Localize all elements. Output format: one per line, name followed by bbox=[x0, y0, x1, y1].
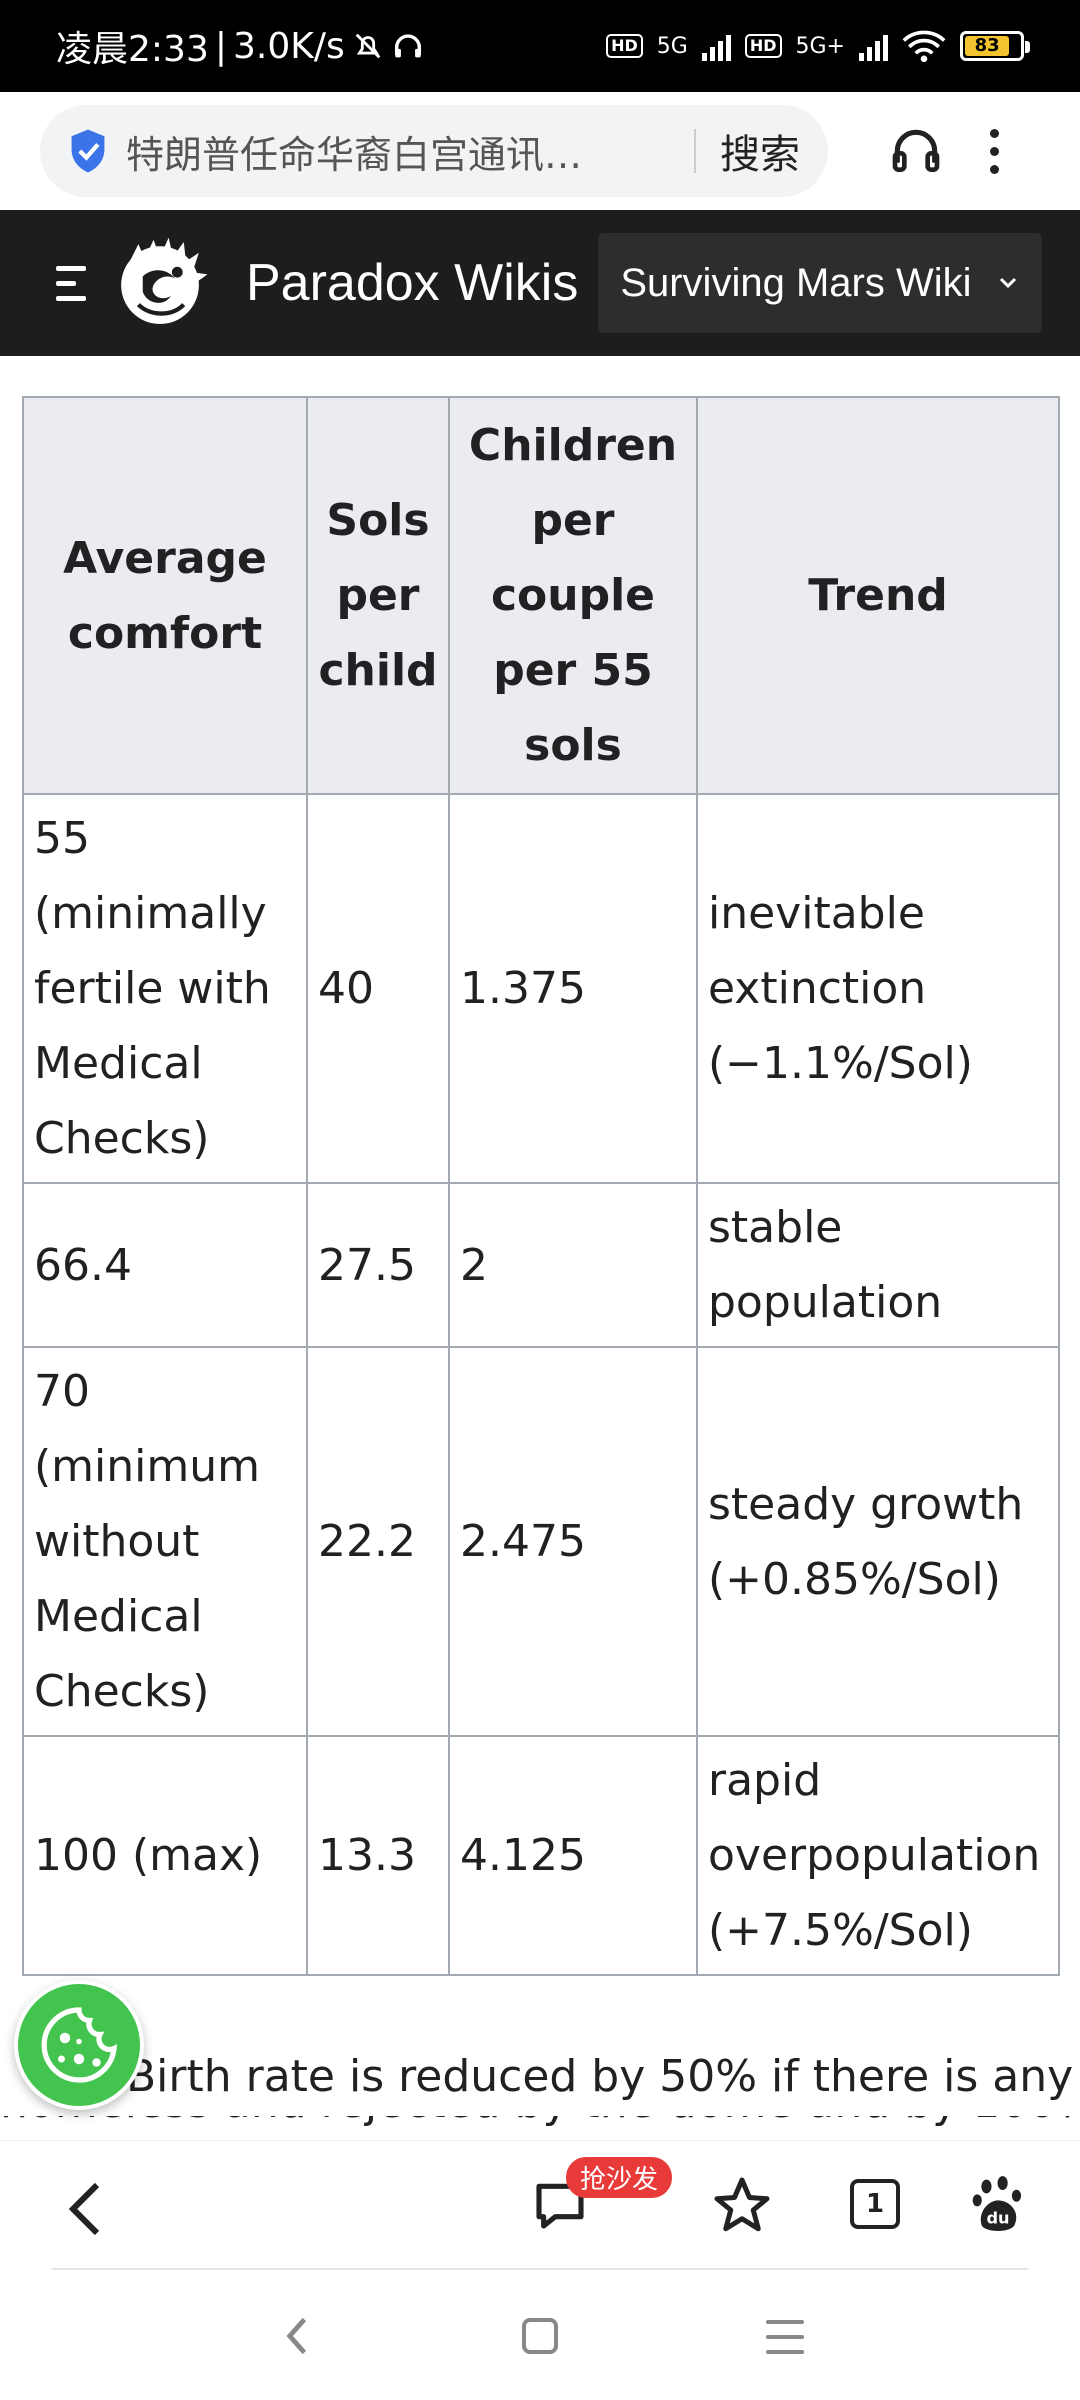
status-left: 凌晨2:33 | 3.0K/s bbox=[56, 20, 606, 72]
cell-sols: 22.2 bbox=[306, 1346, 450, 1737]
svg-text:du: du bbox=[986, 2208, 1009, 2227]
system-home-icon[interactable] bbox=[522, 2318, 558, 2354]
table-row: 100 (max) 13.3 4.125 rapid overpopulatio… bbox=[22, 1735, 1060, 1976]
battery-level: 83 bbox=[965, 36, 1010, 56]
cell-sols: 13.3 bbox=[306, 1735, 450, 1976]
network-speed: 3.0K/s bbox=[232, 25, 345, 67]
battery-icon: 83 bbox=[960, 31, 1030, 61]
hd-badge-2: HD bbox=[744, 34, 782, 58]
table-header-row: Average comfort Sols per child Children … bbox=[22, 396, 1060, 795]
wifi-icon bbox=[902, 30, 946, 63]
shield-icon bbox=[71, 129, 105, 173]
mute-bell-icon bbox=[355, 33, 381, 59]
cell-children: 4.125 bbox=[448, 1735, 698, 1976]
signal-label-1: 5G bbox=[656, 33, 688, 59]
wiki-selector-label: Surviving Mars Wiki bbox=[620, 260, 972, 305]
table-row: 55 (minimally fertile with Medical Check… bbox=[22, 793, 1060, 1184]
star-bookmark-icon[interactable] bbox=[712, 2175, 772, 2235]
cookie-settings-button[interactable] bbox=[14, 1980, 144, 2110]
headset-icon[interactable] bbox=[888, 123, 944, 179]
signal-label-2: 5G+ bbox=[795, 33, 845, 59]
cell-children: 2.475 bbox=[448, 1346, 698, 1737]
table-row: 66.4 27.5 2 stable population bbox=[22, 1182, 1060, 1348]
more-options-icon[interactable] bbox=[990, 128, 999, 174]
page-title-url[interactable]: 特朗普任命华裔白宫通讯… bbox=[126, 132, 583, 177]
baidu-paw-icon[interactable]: du bbox=[970, 2175, 1026, 2235]
address-pill[interactable]: 特朗普任命华裔白宫通讯… 搜索 bbox=[40, 105, 828, 197]
body-paragraph-line-1: Birth rate is reduced by 50% if there is… bbox=[126, 2051, 1074, 2102]
cell-trend: rapid overpopulation (+7.5%/Sol) bbox=[696, 1735, 1060, 1976]
cell-trend: inevitable extinction (−1.1%/Sol) bbox=[696, 793, 1060, 1184]
status-right: HD 5G HD 5G+ 83 bbox=[606, 29, 1030, 63]
cell-children: 2 bbox=[448, 1182, 698, 1348]
cell-comfort: 100 (max) bbox=[22, 1735, 308, 1976]
status-time: 凌晨2:33 bbox=[56, 29, 209, 70]
cookie-icon bbox=[41, 2007, 118, 2083]
cell-trend: steady growth (+0.85%/Sol) bbox=[696, 1346, 1060, 1737]
status-separator: | bbox=[214, 25, 227, 67]
cell-children: 1.375 bbox=[448, 793, 698, 1184]
header-children-per-couple: Children per couple per 55 sols bbox=[448, 396, 698, 795]
tab-switcher-button[interactable]: 1 bbox=[850, 2179, 900, 2229]
cell-comfort: 66.4 bbox=[22, 1182, 308, 1348]
system-back-icon[interactable] bbox=[282, 2314, 312, 2358]
body-paragraph-line-2-clip: homeless and rejected by the dome and by… bbox=[0, 2116, 1080, 2138]
table-row: 70 (minimum without Medical Checks) 22.2… bbox=[22, 1346, 1060, 1737]
data-table: Average comfort Sols per child Children … bbox=[22, 396, 1060, 1976]
site-name[interactable]: Paradox Wikis bbox=[246, 254, 579, 312]
wiki-header: Paradox Wikis Surviving Mars Wiki bbox=[0, 210, 1080, 356]
signal-bars-2-icon bbox=[859, 31, 888, 61]
fertility-table: Average comfort Sols per child Children … bbox=[22, 396, 1060, 1976]
paradox-logo-icon[interactable] bbox=[106, 229, 214, 337]
hamburger-menu-icon[interactable] bbox=[56, 265, 86, 301]
back-arrow-icon[interactable] bbox=[60, 2179, 110, 2239]
browser-bottom-toolbar: 抢沙发 1 du bbox=[0, 2140, 1080, 2270]
nav-divider bbox=[52, 2268, 1028, 2270]
cell-sols: 27.5 bbox=[306, 1182, 450, 1348]
cell-comfort: 70 (minimum without Medical Checks) bbox=[22, 1346, 308, 1737]
header-trend: Trend bbox=[696, 396, 1060, 795]
header-average-comfort: Average comfort bbox=[22, 396, 308, 795]
chevron-down-icon bbox=[1000, 277, 1017, 289]
headphone-status-icon bbox=[394, 34, 421, 58]
cell-trend: stable population bbox=[696, 1182, 1060, 1348]
comment-badge[interactable]: 抢沙发 bbox=[566, 2157, 673, 2198]
cell-comfort: 55 (minimally fertile with Medical Check… bbox=[22, 793, 308, 1184]
body-paragraph-line-2: homeless and rejected by the dome and by… bbox=[0, 2116, 1080, 2138]
wiki-selector-dropdown[interactable]: Surviving Mars Wiki bbox=[598, 233, 1043, 333]
system-navigation-bar bbox=[0, 2270, 1080, 2400]
signal-bars-1-icon bbox=[701, 31, 731, 61]
system-recents-icon[interactable] bbox=[766, 2320, 804, 2354]
pill-divider bbox=[694, 129, 696, 173]
status-bar: 凌晨2:33 | 3.0K/s HD 5G HD 5G+ 83 bbox=[0, 0, 1080, 92]
search-button[interactable]: 搜索 bbox=[720, 132, 800, 178]
header-sols-per-child: Sols per child bbox=[306, 396, 450, 795]
cell-sols: 40 bbox=[306, 793, 450, 1184]
hd-badge-1: HD bbox=[606, 34, 643, 58]
browser-address-bar: 特朗普任命华裔白宫通讯… 搜索 bbox=[0, 92, 1080, 210]
